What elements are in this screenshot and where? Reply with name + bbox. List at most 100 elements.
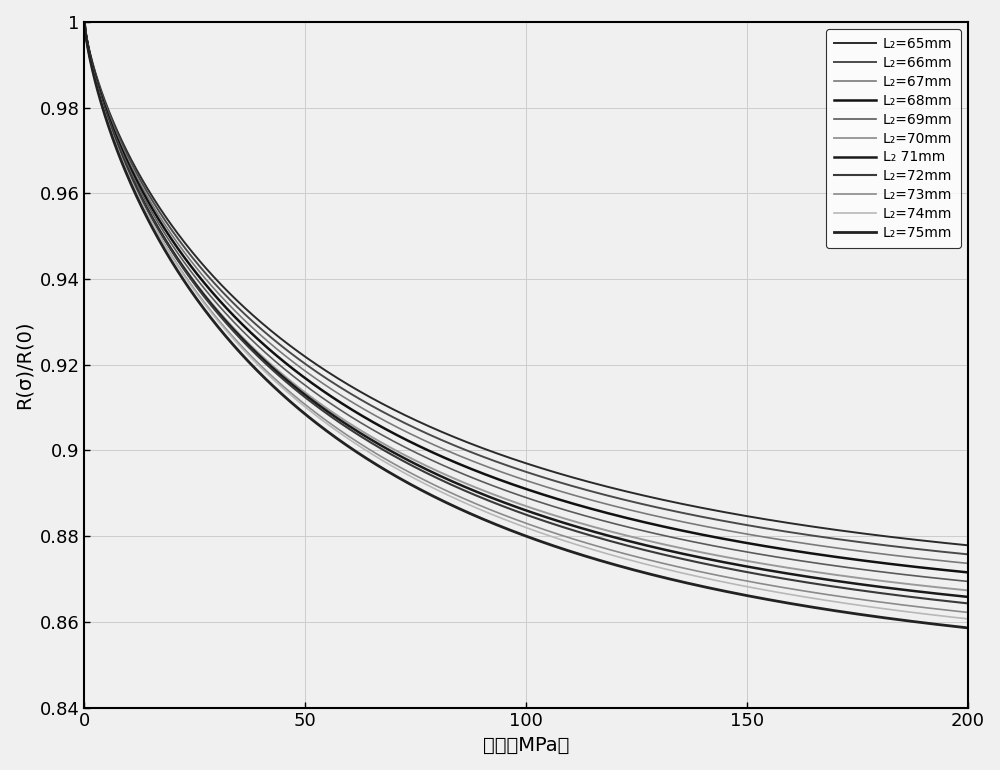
L₂=72mm bbox=[468, 490, 480, 499]
L₂=75mm bbox=[783, 599, 795, 608]
L₂=69mm bbox=[468, 474, 480, 483]
L₂=74mm bbox=[169, 256, 181, 266]
L₂=74mm bbox=[767, 587, 779, 596]
Y-axis label: R(σ)/R(0): R(σ)/R(0) bbox=[15, 320, 34, 409]
L₂=72mm bbox=[962, 599, 974, 608]
L₂=74mm bbox=[685, 571, 697, 580]
L₂=65mm bbox=[436, 427, 448, 437]
L₂=68mm bbox=[169, 239, 181, 249]
L₂=69mm bbox=[962, 577, 974, 586]
Line: L₂=68mm: L₂=68mm bbox=[84, 22, 968, 572]
L₂ 71mm bbox=[962, 592, 974, 601]
Line: L₂=74mm: L₂=74mm bbox=[84, 22, 968, 619]
Legend: L₂=65mm, L₂=66mm, L₂=67mm, L₂=68mm, L₂=69mm, L₂=70mm, L₂ 71mm, L₂=72mm, L₂=73mm,: L₂=65mm, L₂=66mm, L₂=67mm, L₂=68mm, L₂=6… bbox=[826, 29, 961, 248]
L₂=72mm bbox=[767, 572, 779, 581]
L₂=70mm bbox=[685, 546, 697, 555]
L₂=65mm bbox=[169, 225, 181, 234]
L₂=66mm bbox=[767, 525, 779, 534]
L₂=75mm bbox=[962, 623, 974, 632]
L₂=70mm bbox=[962, 586, 974, 595]
L₂=75mm bbox=[468, 511, 480, 520]
X-axis label: 应力（MPa）: 应力（MPa） bbox=[483, 736, 569, 755]
L₂ 71mm bbox=[767, 567, 779, 576]
Line: L₂=72mm: L₂=72mm bbox=[84, 22, 968, 604]
L₂=75mm bbox=[767, 596, 779, 605]
L₂=65mm bbox=[468, 440, 480, 450]
L₂=67mm bbox=[169, 234, 181, 243]
L₂=70mm bbox=[767, 561, 779, 570]
L₂=66mm bbox=[78, 18, 90, 27]
L₂=73mm bbox=[685, 565, 697, 574]
L₂=75mm bbox=[78, 18, 90, 27]
L₂=74mm bbox=[78, 18, 90, 27]
L₂=65mm bbox=[962, 541, 974, 550]
L₂=70mm bbox=[169, 249, 181, 258]
L₂=69mm bbox=[169, 244, 181, 253]
L₂=75mm bbox=[436, 496, 448, 505]
Line: L₂=70mm: L₂=70mm bbox=[84, 22, 968, 591]
L₂=68mm bbox=[783, 545, 795, 554]
L₂=69mm bbox=[685, 537, 697, 546]
L₂=66mm bbox=[685, 510, 697, 519]
L₂=65mm bbox=[767, 516, 779, 525]
L₂=75mm bbox=[169, 262, 181, 271]
L₂=68mm bbox=[468, 465, 480, 474]
L₂=69mm bbox=[783, 554, 795, 564]
L₂=67mm bbox=[436, 444, 448, 453]
L₂=74mm bbox=[783, 590, 795, 599]
L₂=73mm bbox=[436, 484, 448, 493]
L₂=72mm bbox=[78, 18, 90, 27]
L₂ 71mm bbox=[783, 569, 795, 578]
L₂=72mm bbox=[169, 251, 181, 260]
L₂=68mm bbox=[685, 527, 697, 537]
L₂=70mm bbox=[78, 18, 90, 27]
L₂=69mm bbox=[78, 18, 90, 27]
L₂=75mm bbox=[685, 579, 697, 588]
L₂=67mm bbox=[468, 457, 480, 466]
L₂=67mm bbox=[783, 537, 795, 546]
L₂ 71mm bbox=[78, 18, 90, 27]
L₂=65mm bbox=[685, 501, 697, 511]
L₂=66mm bbox=[783, 527, 795, 537]
L₂=73mm bbox=[767, 581, 779, 591]
L₂=70mm bbox=[436, 468, 448, 477]
L₂=67mm bbox=[78, 18, 90, 27]
Line: L₂=73mm: L₂=73mm bbox=[84, 22, 968, 612]
Line: L₂=66mm: L₂=66mm bbox=[84, 22, 968, 554]
L₂ 71mm bbox=[468, 486, 480, 495]
L₂ 71mm bbox=[169, 249, 181, 259]
L₂=67mm bbox=[962, 559, 974, 568]
L₂=66mm bbox=[436, 436, 448, 445]
L₂=73mm bbox=[962, 608, 974, 617]
L₂=70mm bbox=[468, 482, 480, 491]
L₂=66mm bbox=[962, 550, 974, 559]
L₂=68mm bbox=[962, 567, 974, 577]
L₂=72mm bbox=[783, 575, 795, 584]
L₂=65mm bbox=[78, 18, 90, 27]
L₂=73mm bbox=[169, 256, 181, 265]
L₂=68mm bbox=[78, 18, 90, 27]
L₂=69mm bbox=[767, 552, 779, 561]
L₂=65mm bbox=[783, 518, 795, 527]
Line: L₂=67mm: L₂=67mm bbox=[84, 22, 968, 564]
L₂=73mm bbox=[468, 498, 480, 507]
L₂=73mm bbox=[783, 584, 795, 593]
L₂ 71mm bbox=[685, 551, 697, 560]
L₂=74mm bbox=[962, 614, 974, 624]
L₂=72mm bbox=[436, 476, 448, 485]
Line: L₂=65mm: L₂=65mm bbox=[84, 22, 968, 545]
L₂=74mm bbox=[468, 502, 480, 511]
L₂=69mm bbox=[436, 460, 448, 470]
L₂=73mm bbox=[78, 18, 90, 27]
L₂=66mm bbox=[468, 448, 480, 457]
L₂ 71mm bbox=[436, 472, 448, 481]
L₂=70mm bbox=[783, 564, 795, 573]
L₂=67mm bbox=[767, 534, 779, 543]
Line: L₂=75mm: L₂=75mm bbox=[84, 22, 968, 628]
L₂=66mm bbox=[169, 229, 181, 239]
Line: L₂=69mm: L₂=69mm bbox=[84, 22, 968, 581]
Line: L₂ 71mm: L₂ 71mm bbox=[84, 22, 968, 597]
L₂=67mm bbox=[685, 519, 697, 528]
L₂=72mm bbox=[685, 556, 697, 565]
L₂=68mm bbox=[436, 452, 448, 461]
